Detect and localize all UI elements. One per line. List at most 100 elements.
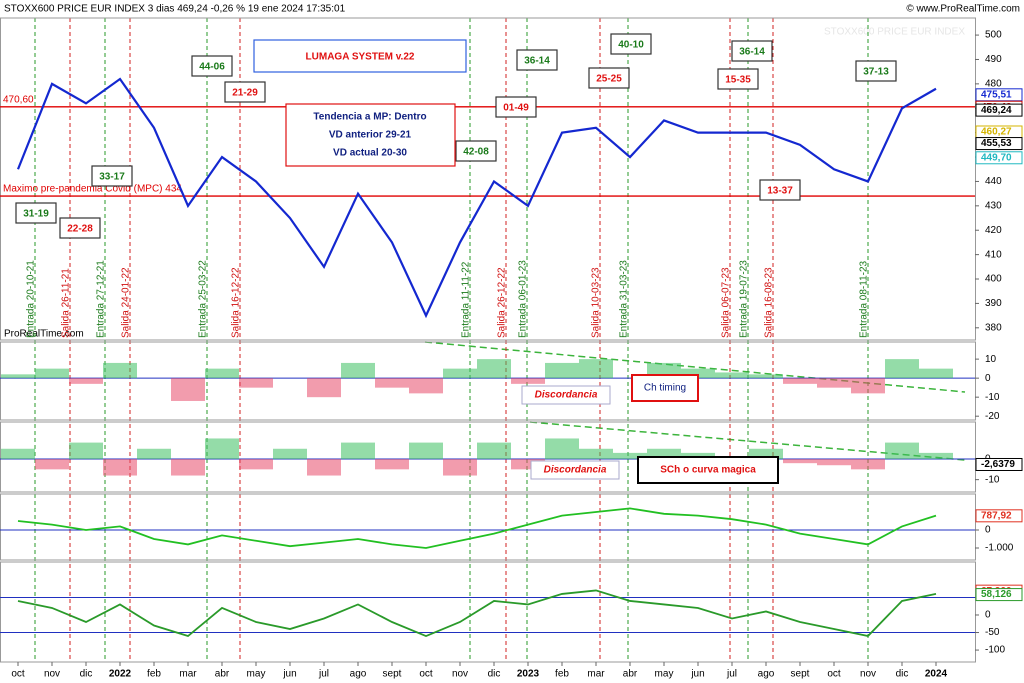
y-tick-label: 400 [985,274,1002,285]
annotation-box [530,460,620,480]
area-bar [1,448,35,460]
area-bar [341,442,375,460]
area-bar [817,459,851,466]
x-tick-label: ago [350,669,367,680]
score-box [15,202,57,224]
signal-label: Entrada 25-03-22 [198,260,209,338]
y-tick-label: 440 [985,176,1002,187]
x-tick-label: mar [587,669,605,680]
y-tick-label: -50 [985,627,1000,638]
annotation-box [631,374,699,402]
score-box [717,68,759,90]
area-bar [69,442,103,460]
area-bar [817,378,851,388]
system-title-box [253,39,467,73]
signal-label: Salida 26-12-22 [497,267,508,338]
y-tick-label: -1.000 [985,543,1014,554]
area-bar [511,378,545,384]
area-bar [851,378,885,394]
x-tick-label: nov [452,669,468,680]
signal-label: Entrada 19-07-23 [739,260,750,338]
area-bar [205,368,239,379]
area-bar [409,378,443,394]
price-marker-label: -2,6379 [981,459,1015,470]
x-tick-label: abr [623,669,638,680]
y-tick-label: 0 [985,610,991,621]
signal-label: Entrada 20-10-21 [26,260,37,338]
y-tick-label: -100 [985,645,1005,656]
x-tick-label: mar [179,669,197,680]
x-tick-label: jun [282,669,296,680]
area-bar [171,459,205,476]
y-tick-label: -10 [985,474,1000,485]
area-bar [205,438,239,460]
signal-label: Salida 16-08-23 [764,267,775,338]
signal-label: Entrada 11-11-22 [461,261,472,338]
area-bar [375,378,409,388]
score-box [588,67,630,89]
info-box [285,103,456,167]
series-line [17,589,937,638]
x-tick-label: dic [488,669,501,680]
area-bar [307,459,341,476]
area-bar [443,459,477,476]
area-bar [171,378,205,401]
score-box [455,140,497,162]
score-box [759,179,801,201]
score-label: 15-35 [725,75,751,86]
area-bar [919,368,953,379]
area-bar [239,459,273,470]
x-tick-label: oct [11,669,25,680]
score-label: 44-06 [199,62,225,73]
signal-label: Salida 06-07-23 [721,267,732,338]
y-tick-label: -10 [985,392,1000,403]
area-bar [545,362,579,379]
level-label: 470,60 [3,94,34,105]
panel-border [0,493,976,561]
source: © www.ProRealTime.com [906,4,1020,15]
area-bar [511,459,545,470]
panel-border [0,341,976,421]
area-bar [137,448,171,460]
header-title: STOXX600 PRICE EUR INDEX 3 dias 469,24 -… [4,4,346,15]
score-box [224,81,266,103]
x-tick-label: may [247,669,266,680]
y-tick-label: 500 [985,30,1002,41]
area-bar [69,378,103,384]
annotation-label: Ch timing [644,383,686,394]
price-marker [975,151,1023,165]
signal-label: Entrada 31-03-23 [619,260,630,338]
signal-label: Entrada 06-01-23 [518,260,529,338]
price-marker-label: 475,51 [981,89,1012,100]
annotation-box [637,456,779,484]
x-tick-label: nov [44,669,60,680]
score-label: 36-14 [524,56,550,67]
x-tick-label: sept [383,669,402,680]
area-bar [375,459,409,470]
area-bar [35,459,69,470]
logo: ProRealTime.com [4,329,84,340]
area-bar [613,452,647,460]
y-tick-label: 480 [985,79,1002,90]
area-bar [749,448,783,460]
x-tick-label: feb [147,669,161,680]
score-label: 25-25 [596,74,622,85]
score-label: 13-37 [767,186,793,197]
price-marker-label: 455,53 [981,138,1012,149]
score-box [731,40,773,62]
y-tick-label: 420 [985,225,1002,236]
price-marker [975,457,1023,471]
y-tick-label: -20 [985,411,1000,422]
watermark: STOXX600 PRICE EUR INDEX [824,27,965,38]
area-bar [885,359,919,379]
signal-label: Salida 26-11-21 [61,268,72,338]
area-bar [477,359,511,379]
score-box [191,55,233,77]
score-label: 40-10 [618,40,644,51]
x-tick-label: abr [215,669,230,680]
score-label: 01-49 [503,103,529,114]
area-bar [35,368,69,379]
level-label: Maximo pre-pandemia Covid (MPC) 434 [3,184,182,195]
y-tick-label: 390 [985,298,1002,309]
